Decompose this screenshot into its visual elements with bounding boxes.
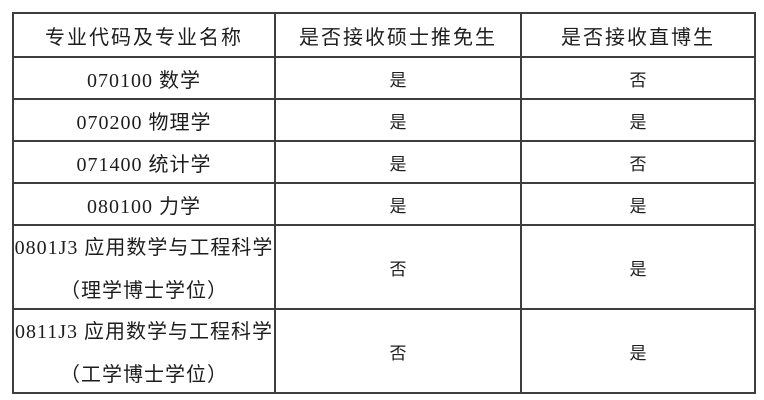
major-name-cell: 071400 统计学 <box>12 140 276 184</box>
master-accept-cell: 否 <box>274 308 522 394</box>
master-accept-cell: 是 <box>274 140 522 184</box>
phd-accept-cell: 是 <box>520 98 756 142</box>
major-name-line1: 0801J3 应用数学与工程科学 <box>14 237 274 259</box>
table-row: 0811J3 应用数学与工程科学 （工学博士学位） 否 是 <box>12 308 756 394</box>
major-name-cell: 070100 数学 <box>12 56 276 100</box>
phd-accept-cell: 否 <box>520 56 756 100</box>
table-row: 070100 数学 是 否 <box>12 56 756 100</box>
header-accept-master-tuimian: 是否接收硕士推免生 <box>274 12 522 58</box>
header-major-code-name: 专业代码及专业名称 <box>12 12 276 58</box>
phd-accept-cell: 是 <box>520 224 756 310</box>
phd-accept-cell: 否 <box>520 140 756 184</box>
major-name-cell: 0801J3 应用数学与工程科学 （理学博士学位） <box>12 224 276 310</box>
table-row: 070200 物理学 是 是 <box>12 98 756 142</box>
table-row: 071400 统计学 是 否 <box>12 140 756 184</box>
phd-accept-cell: 是 <box>520 308 756 394</box>
major-name-line1: 0811J3 应用数学与工程科学 <box>14 321 274 343</box>
table-header-row: 专业代码及专业名称 是否接收硕士推免生 是否接收直博生 <box>12 12 756 58</box>
master-accept-cell: 是 <box>274 56 522 100</box>
master-accept-cell: 是 <box>274 98 522 142</box>
major-name-line2: （理学博士学位） <box>60 280 228 302</box>
major-name-cell: 0811J3 应用数学与工程科学 （工学博士学位） <box>12 308 276 394</box>
table-row: 0801J3 应用数学与工程科学 （理学博士学位） 否 是 <box>12 224 756 310</box>
header-accept-direct-phd: 是否接收直博生 <box>520 12 756 58</box>
master-accept-cell: 否 <box>274 224 522 310</box>
major-name-cell: 070200 物理学 <box>12 98 276 142</box>
major-name-cell: 080100 力学 <box>12 182 276 226</box>
master-accept-cell: 是 <box>274 182 522 226</box>
phd-accept-cell: 是 <box>520 182 756 226</box>
table-row: 080100 力学 是 是 <box>12 182 756 226</box>
majors-admission-table: 专业代码及专业名称 是否接收硕士推免生 是否接收直博生 070100 数学 是 … <box>12 12 756 394</box>
major-name-line2: （工学博士学位） <box>60 364 228 386</box>
